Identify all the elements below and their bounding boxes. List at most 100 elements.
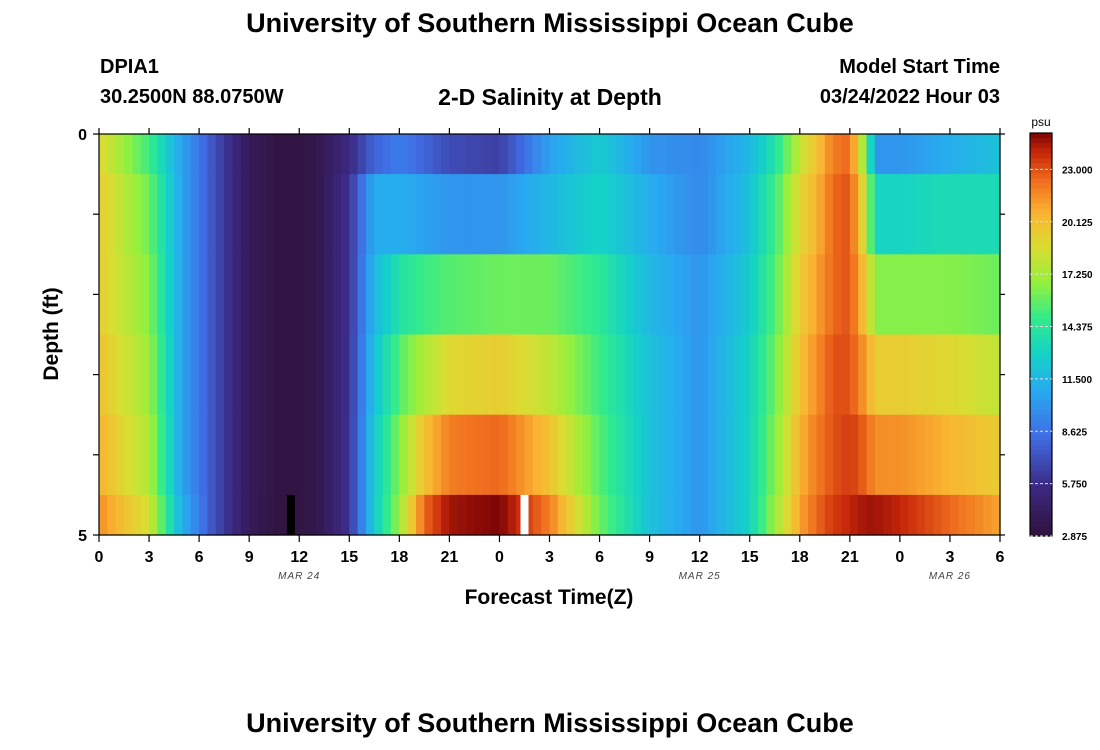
heatmap-cell: [733, 134, 742, 175]
heatmap-cell: [591, 334, 601, 416]
heatmap-cell: [257, 174, 267, 255]
heatmap-cell: [824, 134, 834, 175]
colorbar-segment: [1030, 228, 1052, 235]
heatmap-cell: [766, 254, 776, 336]
heatmap-cell: [899, 254, 909, 336]
heatmap-cell: [374, 134, 384, 175]
colorbar-segment: [1030, 198, 1052, 205]
colorbar-unit: psu: [1031, 115, 1050, 129]
heatmap-cell: [307, 494, 317, 536]
heatmap-cell: [107, 174, 117, 255]
heatmap-cell: [816, 334, 826, 416]
heatmap-cell: [224, 414, 234, 496]
heatmap-cell: [149, 334, 158, 416]
colorbar-segment: [1030, 475, 1052, 482]
heatmap-cell: [224, 334, 234, 416]
heatmap-cell: [841, 494, 851, 536]
heatmap-cell: [582, 334, 592, 416]
heatmap-cell: [941, 494, 951, 536]
heatmap-cell: [349, 414, 359, 496]
heatmap-cell: [632, 254, 642, 336]
colorbar-tick-label: 8.625: [1062, 427, 1087, 438]
heatmap-cell: [916, 254, 926, 336]
heatmap-cell: [149, 134, 158, 175]
heatmap-cell: [574, 134, 584, 175]
heatmap-cell: [691, 254, 701, 336]
heatmap-cell: [749, 414, 759, 496]
heatmap-cell: [708, 334, 717, 416]
heatmap-cell: [399, 334, 409, 416]
heatmap-cell: [799, 334, 809, 416]
heatmap-cell: [841, 174, 851, 255]
colorbar-segment: [1030, 269, 1052, 275]
heatmap-cell: [791, 254, 801, 336]
heatmap-cell: [340, 134, 350, 175]
heatmap-cell: [374, 334, 384, 416]
heatmap-cell: [349, 254, 359, 336]
heatmap-cell: [549, 134, 559, 175]
heatmap-cell: [282, 254, 292, 336]
heatmap-cell: [165, 334, 175, 416]
heatmap-cell: [991, 414, 1001, 496]
heatmap-cell: [541, 134, 551, 175]
heatmap-cell: [215, 334, 225, 416]
heatmap-cell: [299, 494, 309, 536]
heatmap-cell: [808, 134, 818, 175]
heatmap-cell: [557, 334, 567, 416]
heatmap-cell: [866, 254, 876, 336]
heatmap-cell: [207, 134, 217, 175]
heatmap-cell: [883, 414, 893, 496]
heatmap-cell: [357, 174, 367, 255]
heatmap-cell: [991, 334, 1001, 416]
heatmap-cell: [349, 494, 359, 536]
heatmap-cell: [557, 134, 567, 175]
heatmap-cell: [407, 254, 417, 336]
colorbar-segment: [1030, 248, 1052, 255]
heatmap-cell: [716, 254, 726, 336]
heatmap-cell: [324, 134, 334, 175]
heatmap-cell: [582, 414, 592, 496]
colorbar-tick-label: 5.750: [1062, 480, 1087, 491]
heatmap-cell: [232, 494, 242, 536]
heatmap-cell: [224, 134, 234, 175]
heatmap-cell: [257, 134, 267, 175]
colorbar-segment: [1030, 515, 1052, 522]
heatmap-cell: [724, 254, 734, 336]
heatmap-cell: [883, 334, 893, 416]
heatmap-cell: [357, 494, 367, 536]
heatmap-cell: [457, 334, 467, 416]
heatmap-cell: [908, 494, 918, 536]
heatmap-cell: [532, 494, 542, 536]
colorbar-segment: [1030, 394, 1052, 401]
heatmap-cell: [466, 334, 476, 416]
heatmap-cell: [557, 414, 567, 496]
heatmap-cell: [599, 174, 609, 255]
heatmap-cell: [482, 414, 492, 496]
colorbar-segment: [1030, 485, 1052, 492]
heatmap-cell: [390, 134, 400, 175]
heatmap-cell: [516, 254, 526, 336]
heatmap-cell: [974, 254, 984, 336]
heatmap-cell: [190, 254, 200, 336]
heatmap-cell: [624, 254, 634, 336]
heatmap-cell: [424, 174, 434, 255]
x-axis-label: Forecast Time(Z): [465, 586, 634, 609]
heatmap-cell: [491, 334, 501, 416]
heatmap-cell: [491, 414, 501, 496]
heatmap-cell: [499, 254, 509, 336]
heatmap-cell: [249, 134, 259, 175]
heatmap-cell: [908, 414, 918, 496]
heatmap-cell: [624, 134, 634, 175]
heatmap-cell: [157, 494, 167, 536]
colorbar-segment: [1030, 173, 1052, 179]
heatmap-cell: [390, 254, 400, 336]
heatmap-cell: [758, 494, 767, 536]
heatmap-cell: [140, 334, 150, 416]
heatmap-cell: [958, 174, 968, 255]
heatmap-cell: [816, 174, 826, 255]
colorbar-segment: [1030, 233, 1052, 240]
heatmap-cell: [482, 174, 492, 255]
heatmap-cell: [174, 334, 184, 416]
x-tick-label: 21: [440, 549, 458, 566]
heatmap-cell: [674, 494, 684, 536]
